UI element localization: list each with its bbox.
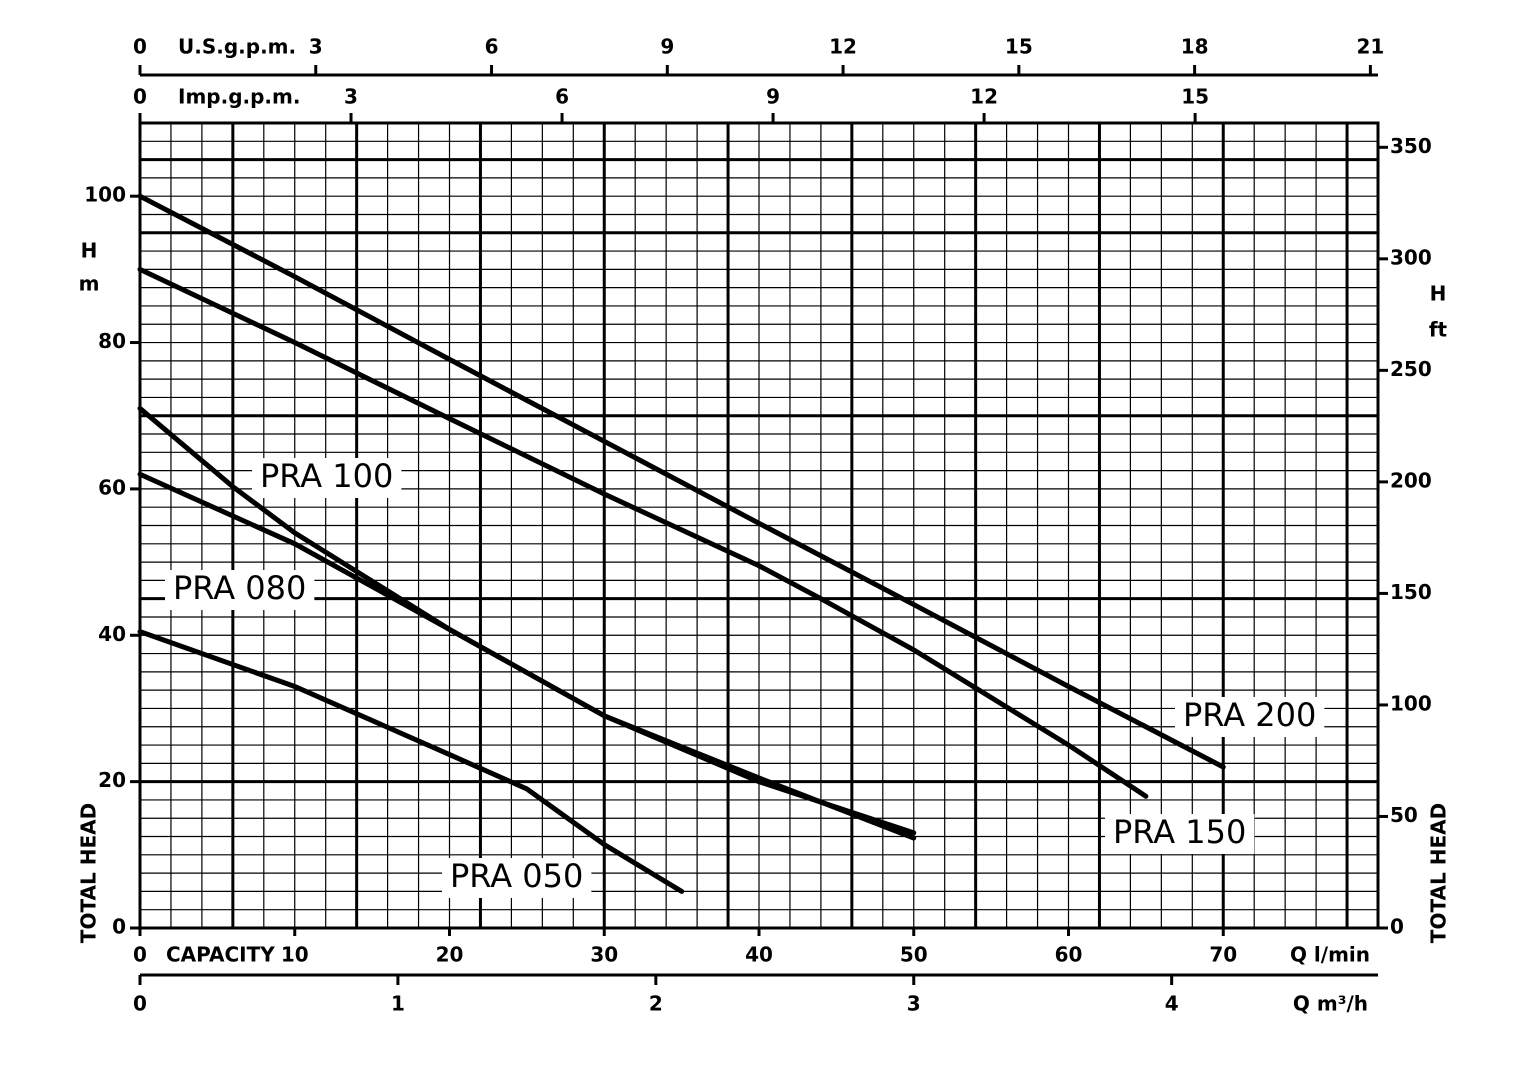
x-tick-label: 70 [1209, 943, 1237, 967]
y-tick-label: 100 [84, 183, 126, 207]
y2-tick-label: 0 [1390, 915, 1404, 939]
curve [137, 266, 1149, 799]
x-tick-label: 50 [900, 943, 928, 967]
x-tick-label: 60 [1055, 943, 1083, 967]
y-tick-label: 20 [98, 768, 126, 792]
secondary-tick-label: 6 [555, 85, 569, 109]
series-label: PRA 100 [260, 457, 393, 495]
y-label: TOTAL HEAD [77, 803, 101, 943]
secondary-axis-label: Imp.g.p.m. [178, 85, 300, 109]
y-tick-label: 40 [98, 622, 126, 646]
secondary-tick-label: 12 [829, 35, 857, 59]
curve [137, 629, 685, 894]
secondary-tick-label: 9 [766, 85, 780, 109]
curve [137, 193, 1226, 770]
x-tick-label: 10 [281, 943, 309, 967]
x-tick-label: 0 [133, 943, 147, 967]
secondary-tick-label: 0 [133, 85, 147, 109]
secondary-tick-label: 3 [907, 992, 921, 1016]
secondary-tick-label: 9 [660, 35, 674, 59]
curve [137, 471, 917, 836]
x-tick-label: 30 [590, 943, 618, 967]
y-label-symbol: H [81, 239, 98, 263]
y2-label-unit: ft [1429, 318, 1448, 342]
label-background [165, 570, 315, 610]
y-tick-label: 80 [98, 329, 126, 353]
y2-tick-label: 200 [1390, 468, 1432, 492]
secondary-tick-label: 0 [133, 35, 147, 59]
series-label: PRA 200 [1183, 696, 1316, 734]
y2-label-symbol: H [1430, 282, 1447, 306]
y2-tick-label: 150 [1390, 580, 1432, 604]
label-background [1175, 697, 1325, 737]
y2-tick-label: 350 [1390, 134, 1432, 158]
secondary-tick-label: 0 [133, 992, 147, 1016]
secondary-tick-label: 15 [1181, 85, 1209, 109]
x-label: Q l/min [1290, 943, 1370, 967]
secondary-tick-label: 3 [344, 85, 358, 109]
series-label: PRA 050 [450, 857, 583, 895]
secondary-tick-label: 15 [1005, 35, 1033, 59]
y-tick-label: 0 [112, 915, 126, 939]
secondary-tick-label: 3 [309, 35, 323, 59]
secondary-tick-label: 12 [970, 85, 998, 109]
secondary-axis-label: U.S.g.p.m. [178, 35, 296, 59]
secondary-tick-label: 6 [485, 35, 499, 59]
secondary-tick-label: 2 [649, 992, 663, 1016]
secondary-axis-label: Q m³/h [1293, 992, 1368, 1016]
y2-tick-label: 250 [1390, 357, 1432, 381]
x-tick-label: 40 [745, 943, 773, 967]
x-tick-label: 20 [436, 943, 464, 967]
x-label-prefix: CAPACITY [166, 943, 275, 967]
label-background [1105, 814, 1255, 854]
label-background [442, 858, 592, 898]
y2-tick-label: 100 [1390, 691, 1432, 715]
secondary-tick-label: 18 [1181, 35, 1209, 59]
y2-tick-label: 50 [1390, 803, 1418, 827]
y-label-unit: m [79, 272, 100, 296]
y2-label: TOTAL HEAD [1427, 803, 1451, 943]
y-tick-label: 60 [98, 475, 126, 499]
label-background [252, 458, 402, 498]
series-label: PRA 150 [1113, 813, 1246, 851]
secondary-tick-label: 1 [391, 992, 405, 1016]
y2-tick-label: 300 [1390, 245, 1432, 269]
secondary-tick-label: 4 [1165, 992, 1179, 1016]
secondary-tick-label: 21 [1356, 35, 1384, 59]
series-label: PRA 080 [173, 569, 306, 607]
